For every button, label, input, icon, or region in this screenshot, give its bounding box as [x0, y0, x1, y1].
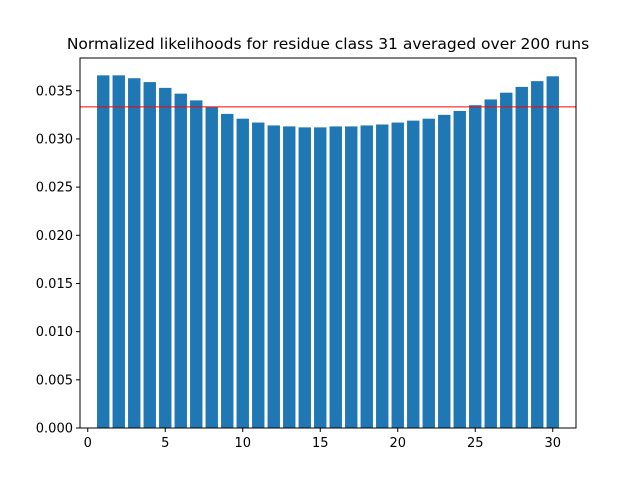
bar [345, 126, 358, 428]
bar [329, 126, 342, 428]
plot-frame [79, 57, 577, 429]
y-tick-label: 0.005 [36, 373, 73, 388]
bar [97, 75, 110, 428]
y-tick-label: 0.010 [36, 325, 73, 340]
bar [422, 118, 435, 428]
bar [128, 78, 141, 428]
bar [438, 114, 451, 428]
y-tick-label: 0.000 [36, 422, 73, 437]
bar [500, 92, 513, 428]
bar [360, 125, 373, 429]
y-tick-label: 0.030 [36, 132, 73, 147]
x-axis: 0 5 10 15 20 25 30 [84, 428, 561, 451]
bar [236, 118, 249, 428]
bar [252, 122, 265, 429]
bar [283, 126, 296, 428]
bars-group [97, 75, 559, 429]
bar [205, 107, 218, 428]
x-tick-label: 20 [389, 436, 406, 451]
bar [298, 127, 311, 428]
x-tick-label: 15 [312, 436, 329, 451]
bar [376, 124, 389, 428]
bar [484, 99, 497, 429]
x-tick-label: 25 [467, 436, 484, 451]
bar [546, 76, 559, 429]
bar [112, 75, 125, 428]
y-tick-label: 0.020 [36, 229, 73, 244]
bar [159, 87, 172, 429]
bar [221, 113, 234, 429]
bar [531, 81, 544, 428]
bar [314, 127, 327, 428]
bar [190, 100, 203, 428]
bar [143, 82, 156, 429]
x-tick-label: 0 [84, 436, 92, 451]
chart-title: Normalized likelihoods for residue class… [67, 35, 589, 53]
y-tick-label: 0.025 [36, 181, 73, 196]
y-axis: 0.000 0.005 0.010 0.015 0.020 0.025 0.030 0.035 [36, 84, 80, 437]
bar [453, 110, 466, 429]
bar [267, 125, 280, 429]
y-tick-label: 0.015 [36, 277, 73, 292]
x-tick-label: 30 [544, 436, 561, 451]
x-tick-label: 10 [234, 436, 251, 451]
bar [391, 122, 404, 429]
bar [174, 93, 187, 429]
bar [469, 105, 482, 429]
y-tick-label: 0.035 [36, 84, 73, 99]
x-tick-label: 5 [161, 436, 169, 451]
bar [407, 120, 420, 428]
bar [515, 86, 528, 428]
